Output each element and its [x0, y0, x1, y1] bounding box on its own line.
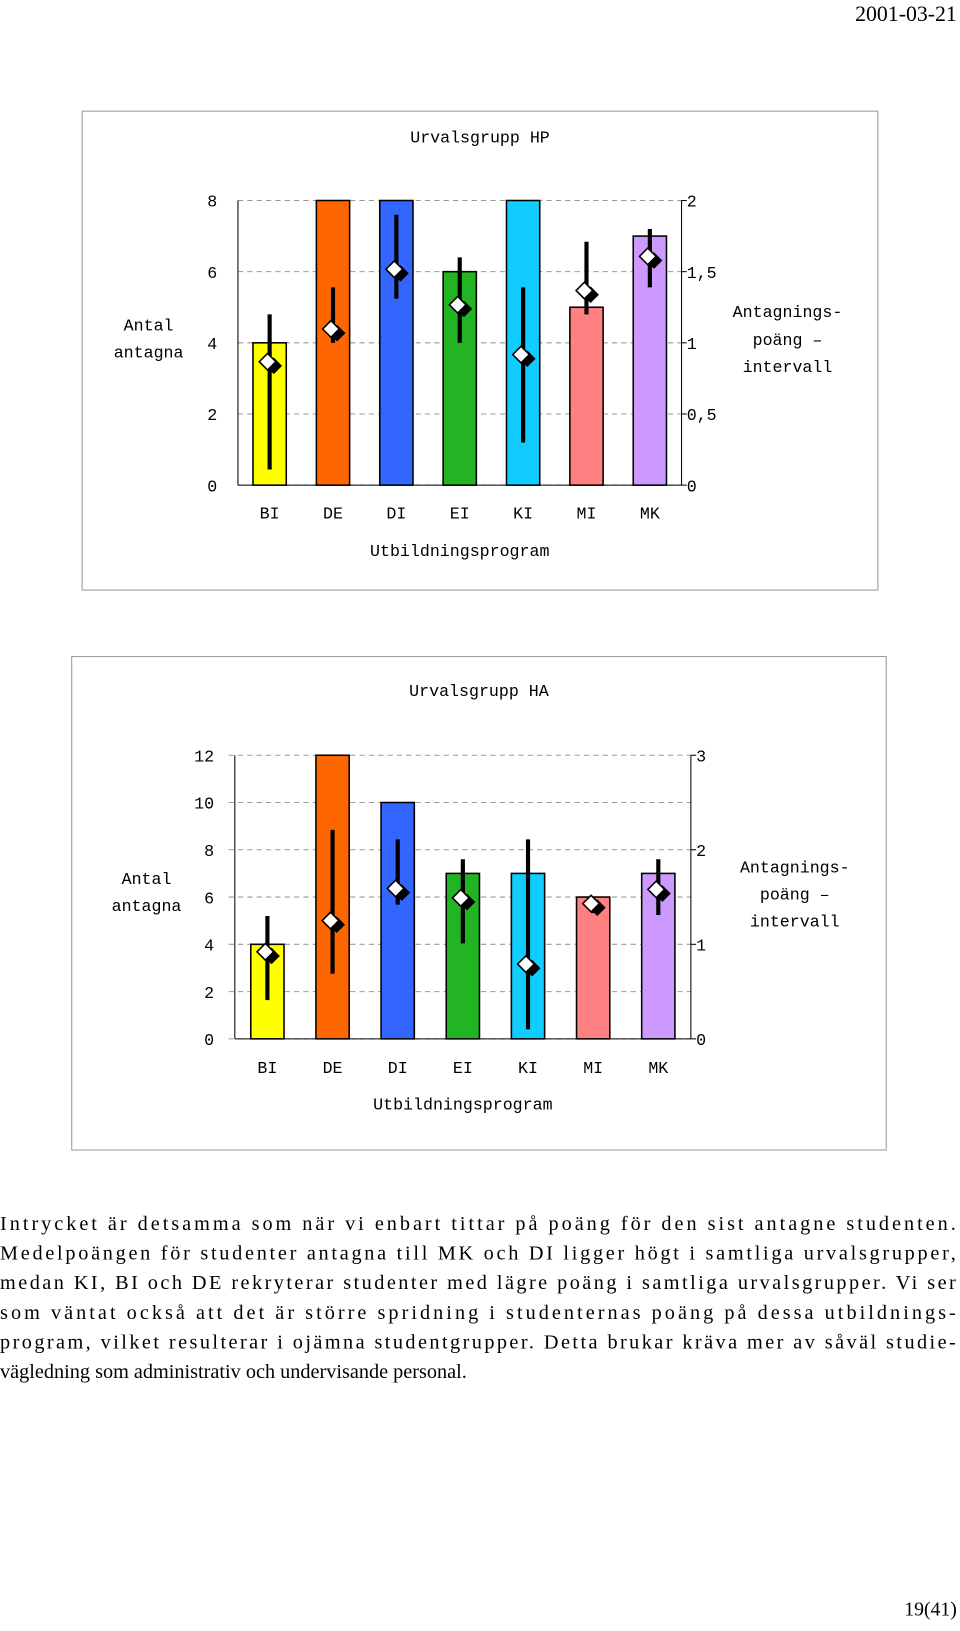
x-tick-label: KI [513, 504, 533, 523]
mean-marker [321, 911, 340, 931]
header-date: 2001-03-21 [855, 2, 957, 26]
x-tick-label: MI [583, 1059, 603, 1078]
y2-axis-label: poäng – [760, 886, 830, 905]
y2-tick-label: 1,5 [687, 264, 717, 283]
mean-marker [255, 942, 275, 962]
mean-marker [451, 888, 471, 908]
x-tick-label: BI [257, 1059, 277, 1078]
y-tick-label: 6 [207, 264, 217, 283]
page-number: 19(41) [904, 1598, 957, 1620]
body-text-line: Intrycket är detsamma som när vi enbart … [0, 1213, 956, 1235]
y2-axis-label: Antagnings- [733, 303, 843, 322]
x-axis-label: Utbildningsprogram [370, 542, 549, 561]
body-text-line: vägledning som administrativ och undervi… [0, 1361, 467, 1383]
body-text-line: Medelpoängen för studenter antagna till … [0, 1243, 956, 1265]
y-axis-label: Antal [122, 870, 172, 889]
y2-axis-label: intervall [743, 358, 833, 377]
y-tick-label: 8 [204, 842, 214, 861]
body-text-line: som väntat också att det är större sprid… [0, 1302, 956, 1324]
y-tick-label: 4 [207, 335, 217, 354]
x-tick-label: BI [260, 504, 280, 523]
x-tick-label: MK [648, 1059, 668, 1078]
mean-marker [511, 345, 531, 365]
y-axis-label: Antal [124, 316, 174, 335]
y-tick-label: 2 [207, 406, 217, 425]
y2-tick-label: 1 [687, 335, 697, 354]
bar [575, 896, 611, 1040]
x-tick-label: EI [453, 1059, 473, 1078]
y-tick-label: 12 [194, 747, 214, 766]
mean-marker [516, 954, 536, 974]
y2-tick-label: 3 [696, 747, 706, 766]
bar [569, 306, 604, 486]
mean-marker [321, 319, 341, 339]
bar [380, 801, 416, 1040]
mean-marker [258, 352, 277, 372]
y2-tick-label: 0 [696, 1031, 706, 1050]
y2-tick-label: 2 [687, 193, 697, 212]
mean-marker [386, 879, 406, 898]
x-tick-label: DI [386, 504, 406, 523]
x-tick-label: KI [518, 1059, 538, 1078]
y2-axis-label: poäng – [753, 331, 823, 350]
x-tick-label: DI [388, 1059, 408, 1078]
x-tick-label: DE [323, 504, 343, 523]
y2-tick-label: 0,5 [687, 406, 717, 425]
y2-tick-label: 2 [696, 842, 706, 861]
x-tick-label: MK [640, 504, 660, 523]
mean-marker [638, 246, 658, 266]
y-axis-label: antagna [112, 897, 182, 916]
mean-marker [574, 281, 594, 300]
x-tick-label: EI [450, 504, 470, 523]
x-axis-label: Utbildningsprogram [373, 1095, 552, 1114]
body-text-line: medan KI, BI och DE rekryterar studenter… [0, 1272, 956, 1294]
y-axis-label: antagna [114, 343, 184, 362]
mean-marker [384, 259, 404, 279]
y-tick-label: 10 [194, 795, 214, 814]
y-tick-label: 8 [207, 193, 217, 212]
y-tick-label: 2 [204, 984, 214, 1003]
y2-tick-label: 0 [687, 477, 697, 496]
chart-title: Urvalsgrupp HA [409, 682, 549, 701]
x-tick-label: DE [323, 1059, 343, 1078]
y-tick-label: 4 [204, 937, 214, 956]
body-text-line: program, vilket resulterar i ojämna stud… [0, 1331, 956, 1353]
y-tick-label: 0 [204, 1031, 214, 1050]
mean-marker [448, 295, 468, 315]
y-tick-label: 0 [207, 477, 217, 496]
x-tick-label: MI [577, 504, 597, 523]
mean-marker [581, 894, 601, 913]
mean-marker [646, 879, 666, 899]
y2-tick-label: 1 [696, 937, 706, 956]
y2-axis-label: intervall [750, 913, 840, 932]
y-tick-label: 6 [204, 889, 214, 908]
bar [640, 872, 676, 1040]
chart-frame [81, 110, 879, 591]
chart-title: Urvalsgrupp HP [410, 128, 550, 147]
y2-axis-label: Antagnings- [740, 859, 850, 878]
